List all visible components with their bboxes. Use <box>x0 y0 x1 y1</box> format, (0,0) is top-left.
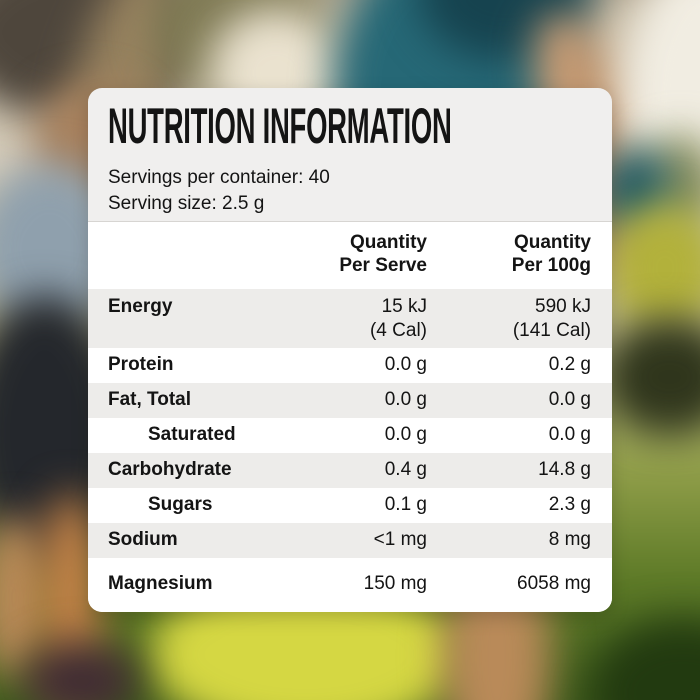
header-per-serve: Quantity Per Serve <box>339 232 427 276</box>
servings-per-container: Servings per container: 40 <box>108 167 330 188</box>
row-label: Sodium <box>108 529 178 550</box>
photo-yellow-foliage-right <box>606 202 700 334</box>
photo-shoe <box>22 642 140 700</box>
row-label: Carbohydrate <box>108 459 232 480</box>
row-per-serve: 0.1 g <box>384 494 427 515</box>
header-per-100g: Quantity Per 100g <box>511 232 591 276</box>
row-per-serve: 0.0 g <box>384 354 427 375</box>
table-row: Energy 15 kJ (4 Cal) 590 kJ (141 Cal) <box>88 289 612 348</box>
row-label: Magnesium <box>108 573 213 594</box>
table-header-row: Quantity Per Serve Quantity Per 100g <box>88 221 612 289</box>
panel-header: NUTRITION INFORMATION Servings per conta… <box>88 88 612 217</box>
row-per-100g: 8 mg <box>548 529 591 550</box>
row-label: Sugars <box>148 494 213 515</box>
panel-title: NUTRITION INFORMATION <box>108 98 452 154</box>
table-row: Saturated 0.0 g 0.0 g <box>88 418 612 453</box>
table-row: Sugars 0.1 g 2.3 g <box>88 488 612 523</box>
row-per-100g: 0.0 g <box>548 389 591 410</box>
serving-size: Serving size: 2.5 g <box>108 193 265 214</box>
row-label: Protein <box>108 354 174 375</box>
row-per-serve: 15 kJ (4 Cal) <box>369 296 427 341</box>
row-per-serve: 0.0 g <box>384 389 427 410</box>
row-per-100g: 0.2 g <box>548 354 591 375</box>
row-per-100g: 2.3 g <box>548 494 591 515</box>
row-per-serve: 0.0 g <box>384 424 427 445</box>
table-row: Sodium <1 mg 8 mg <box>88 523 612 558</box>
serving-info: Servings per container: 40 Serving size:… <box>108 165 592 217</box>
row-per-100g: 590 kJ (141 Cal) <box>512 296 591 341</box>
table-row: Carbohydrate 0.4 g 14.8 g <box>88 453 612 488</box>
row-per-serve: 0.4 g <box>384 459 427 480</box>
row-per-100g: 14.8 g <box>538 459 591 480</box>
nutrition-panel: NUTRITION INFORMATION Servings per conta… <box>88 88 612 612</box>
row-label: Fat, Total <box>108 389 192 410</box>
table-body: Energy 15 kJ (4 Cal) 590 kJ (141 Cal) Pr… <box>88 289 612 612</box>
photo-dark-olive-right <box>602 318 700 436</box>
row-per-serve: <1 mg <box>373 529 427 550</box>
row-per-100g: 6058 mg <box>517 573 591 594</box>
table-row: Magnesium 150 mg 6058 mg <box>88 558 612 612</box>
row-per-100g: 0.0 g <box>548 424 591 445</box>
row-label: Energy <box>108 296 173 317</box>
row-label: Saturated <box>148 424 236 445</box>
table-row: Fat, Total 0.0 g 0.0 g <box>88 383 612 418</box>
nutrition-table: Quantity Per Serve Quantity Per 100g Ene… <box>88 221 612 612</box>
row-per-serve: 150 mg <box>363 573 427 594</box>
table-row: Protein 0.0 g 0.2 g <box>88 348 612 383</box>
